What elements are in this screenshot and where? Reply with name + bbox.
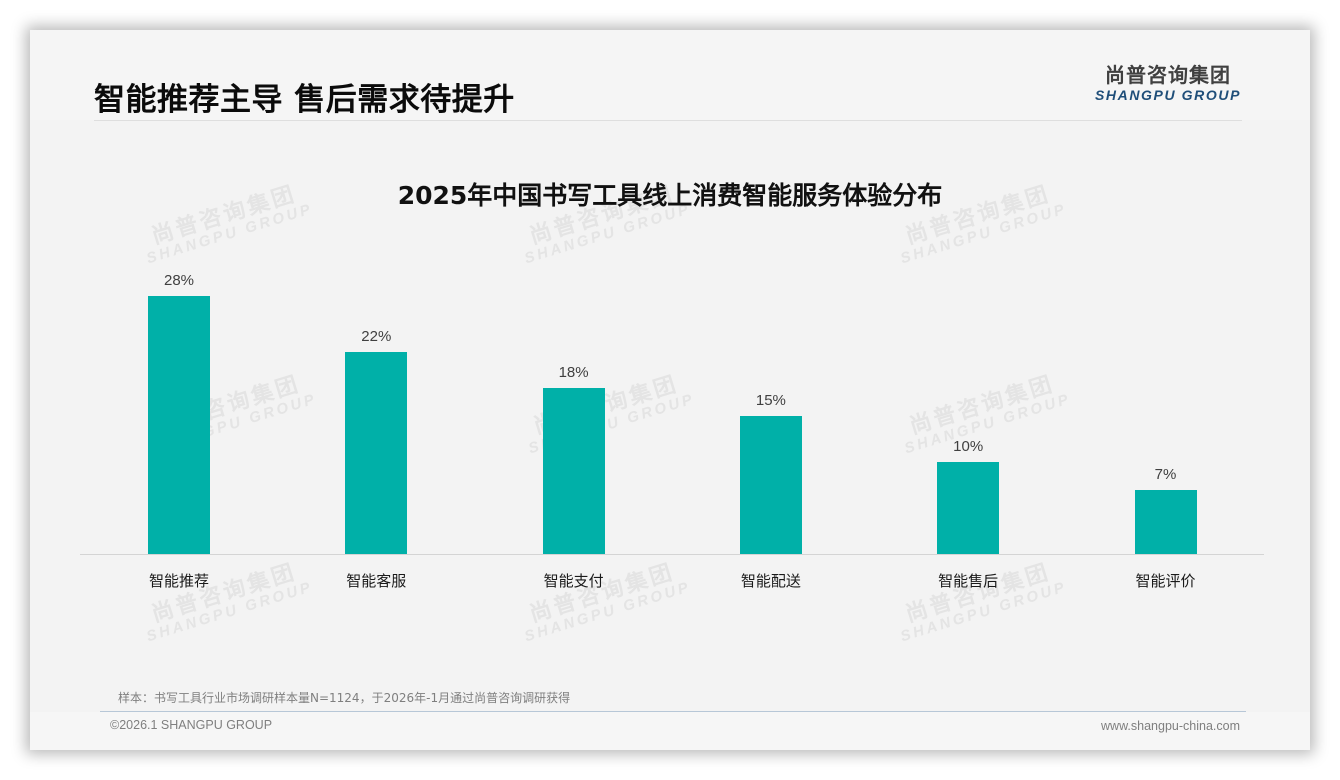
bar xyxy=(148,296,210,554)
category-label: 智能售后 xyxy=(938,572,999,590)
footer-divider xyxy=(100,711,1246,712)
bar xyxy=(1134,490,1197,554)
footer-band xyxy=(30,712,1310,750)
bar xyxy=(542,388,605,554)
x-axis-baseline xyxy=(80,554,1264,555)
slide: 智能推荐主导 售后需求待提升 尚普咨询集团 SHANGPU GROUP 尚普咨询… xyxy=(30,30,1310,750)
category-label: 智能推荐 xyxy=(148,572,209,590)
bar xyxy=(937,462,1000,554)
bar-value-label: 18% xyxy=(558,364,589,381)
header-band xyxy=(30,30,1310,120)
copyright-text: ©2026.1 SHANGPU GROUP xyxy=(110,718,273,732)
bar xyxy=(739,416,802,554)
bar-value-label: 28% xyxy=(163,272,195,289)
header-divider xyxy=(94,120,1242,121)
category-label: 智能配送 xyxy=(740,572,801,590)
page-title: 智能推荐主导 售后需求待提升 xyxy=(94,82,515,118)
logo-cn-text: 尚普咨询集团 xyxy=(1105,63,1231,87)
category-label: 智能支付 xyxy=(543,572,604,590)
website-text: www.shangpu-china.com xyxy=(1101,719,1240,733)
bar-value-label: 22% xyxy=(361,328,392,345)
company-logo: 尚普咨询集团 SHANGPU GROUP xyxy=(1088,63,1248,103)
bar xyxy=(345,352,408,554)
chart-title: 2025年中国书写工具线上消费智能服务体验分布 xyxy=(397,181,943,210)
logo-en-text: SHANGPU GROUP xyxy=(1094,87,1242,103)
bar-chart-plot: 28% 智能推荐 22% 智能客服 18% 智能支付 15% 智能配送 10% 智能售后 7% 智能评… xyxy=(80,230,1264,630)
category-label: 智能客服 xyxy=(346,572,407,590)
category-label: 智能评价 xyxy=(1135,572,1196,590)
bar-value-label: 10% xyxy=(953,438,984,455)
sample-note: 样本：书写工具行业市场调研样本量N=1124，于2026年-1月通过尚普咨询调研… xyxy=(118,691,571,705)
bar-value-label: 15% xyxy=(755,392,786,409)
bar-value-label: 7% xyxy=(1154,466,1177,483)
